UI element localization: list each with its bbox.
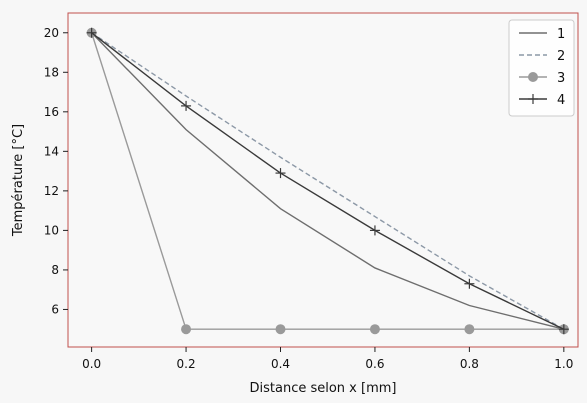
legend-label-2: 2: [557, 49, 565, 64]
legend-label-4: 4: [557, 93, 565, 108]
x-tick-label: 1.0: [554, 357, 573, 371]
legend-box: [508, 19, 575, 117]
x-tick-label: 0.2: [177, 357, 196, 371]
y-tick-label: 20: [44, 26, 59, 40]
y-tick-label: 16: [44, 105, 59, 119]
series-4-point: [464, 278, 475, 289]
y-tick-label: 10: [44, 223, 59, 237]
y-tick-label: 8: [51, 263, 59, 277]
x-tick-label: 0.0: [82, 357, 101, 371]
legend-label-1: 1: [557, 27, 565, 42]
legend-marker-3: [528, 72, 538, 82]
x-axis-label: Distance selon x [mm]: [250, 381, 397, 396]
series-1-line: [91, 32, 565, 330]
series-3-point: [464, 324, 475, 335]
series-3-point: [369, 324, 380, 335]
series-4-point: [181, 100, 192, 111]
series-4-point: [275, 168, 286, 179]
y-tick-label: 12: [44, 184, 59, 198]
series-3-line: [90, 32, 564, 330]
plot-frame: [67, 12, 579, 348]
y-axis-label: Température [°C]: [11, 124, 26, 237]
y-tick-label: 6: [51, 302, 59, 316]
series-3-point: [275, 324, 286, 335]
y-tick-label: 18: [44, 65, 59, 79]
series-4-line: [91, 32, 565, 330]
y-tick-label: 14: [44, 144, 59, 158]
series-4-point: [86, 27, 97, 38]
x-tick-label: 0.4: [271, 357, 290, 371]
x-tick-label: 0.6: [365, 357, 384, 371]
legend-label-3: 3: [557, 71, 565, 86]
series-2-line: [91, 32, 565, 330]
series-3-point: [181, 324, 192, 335]
series-4-point: [369, 225, 380, 236]
legend-marker-4: [528, 94, 538, 104]
series-4-point: [558, 324, 569, 335]
x-tick-label: 0.8: [460, 357, 479, 371]
